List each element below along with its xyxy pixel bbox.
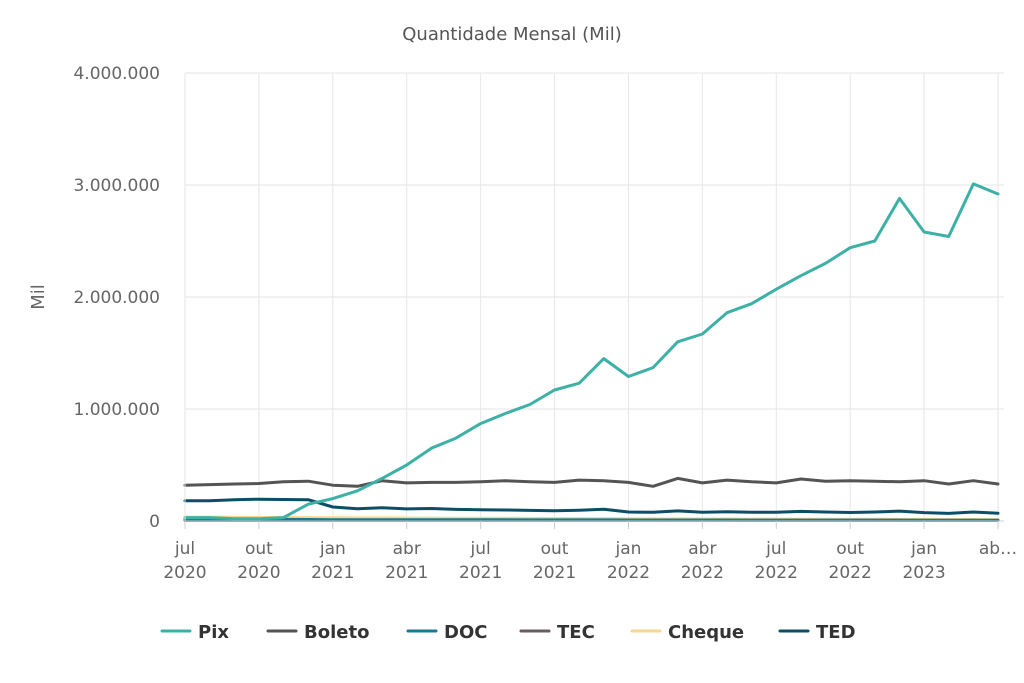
legend-label: TED <box>816 622 856 643</box>
legend-item-pix[interactable]: Pix <box>160 622 229 643</box>
legend-item-doc[interactable]: DOC <box>406 622 487 643</box>
series-layer <box>183 182 1000 522</box>
x-tick-label: out 2020 <box>237 539 280 583</box>
y-tick-label: 4.000.000 <box>73 64 160 84</box>
x-tick-label: jul 2020 <box>163 539 206 583</box>
y-axis-label: Mil <box>28 284 49 310</box>
series-line-doc[interactable] <box>183 517 1000 522</box>
legend-item-cheque[interactable]: Cheque <box>630 622 744 643</box>
x-tick-label: abr 2022 <box>681 539 724 583</box>
y-tick-label: 0 <box>149 512 160 532</box>
grid-layer <box>184 72 1004 522</box>
legend-label: Pix <box>198 622 229 643</box>
x-tick-label: jul 2021 <box>459 539 502 583</box>
x-tick-label: ab… <box>979 539 1017 559</box>
legend-label: TEC <box>557 622 595 643</box>
y-tick-label: 1.000.000 <box>73 400 160 420</box>
legend-item-tec[interactable]: TEC <box>519 622 595 643</box>
series-line-boleto[interactable] <box>183 476 1000 488</box>
legend-item-boleto[interactable]: Boleto <box>266 622 369 643</box>
chart-title: Quantidade Mensal (Mil) <box>402 24 621 45</box>
series-line-ted[interactable] <box>183 497 1000 515</box>
axis-layer: 0 1.000.000 2.000.000 3.000.000 4.000.000 jul… <box>73 64 1017 583</box>
x-tick-label: jul 2022 <box>755 539 798 583</box>
x-tick-label: jan 2022 <box>607 539 650 583</box>
x-tick-label: jan 2021 <box>311 539 354 583</box>
legend-item-ted[interactable]: TED <box>778 622 856 643</box>
series-line-pix[interactable] <box>183 182 1000 521</box>
legend-label: Boleto <box>304 622 369 643</box>
x-tick-label: out 2021 <box>533 539 576 583</box>
x-tick-label: out 2022 <box>829 539 872 583</box>
x-tick-label: jan 2023 <box>902 539 945 583</box>
y-tick-label: 2.000.000 <box>73 288 160 308</box>
y-tick-label: 3.000.000 <box>73 176 160 196</box>
x-tick-label: abr 2021 <box>385 539 428 583</box>
legend: Pix Boleto DOC TEC Cheque TED <box>160 622 856 643</box>
legend-label: Cheque <box>668 622 744 643</box>
legend-label: DOC <box>444 622 487 643</box>
